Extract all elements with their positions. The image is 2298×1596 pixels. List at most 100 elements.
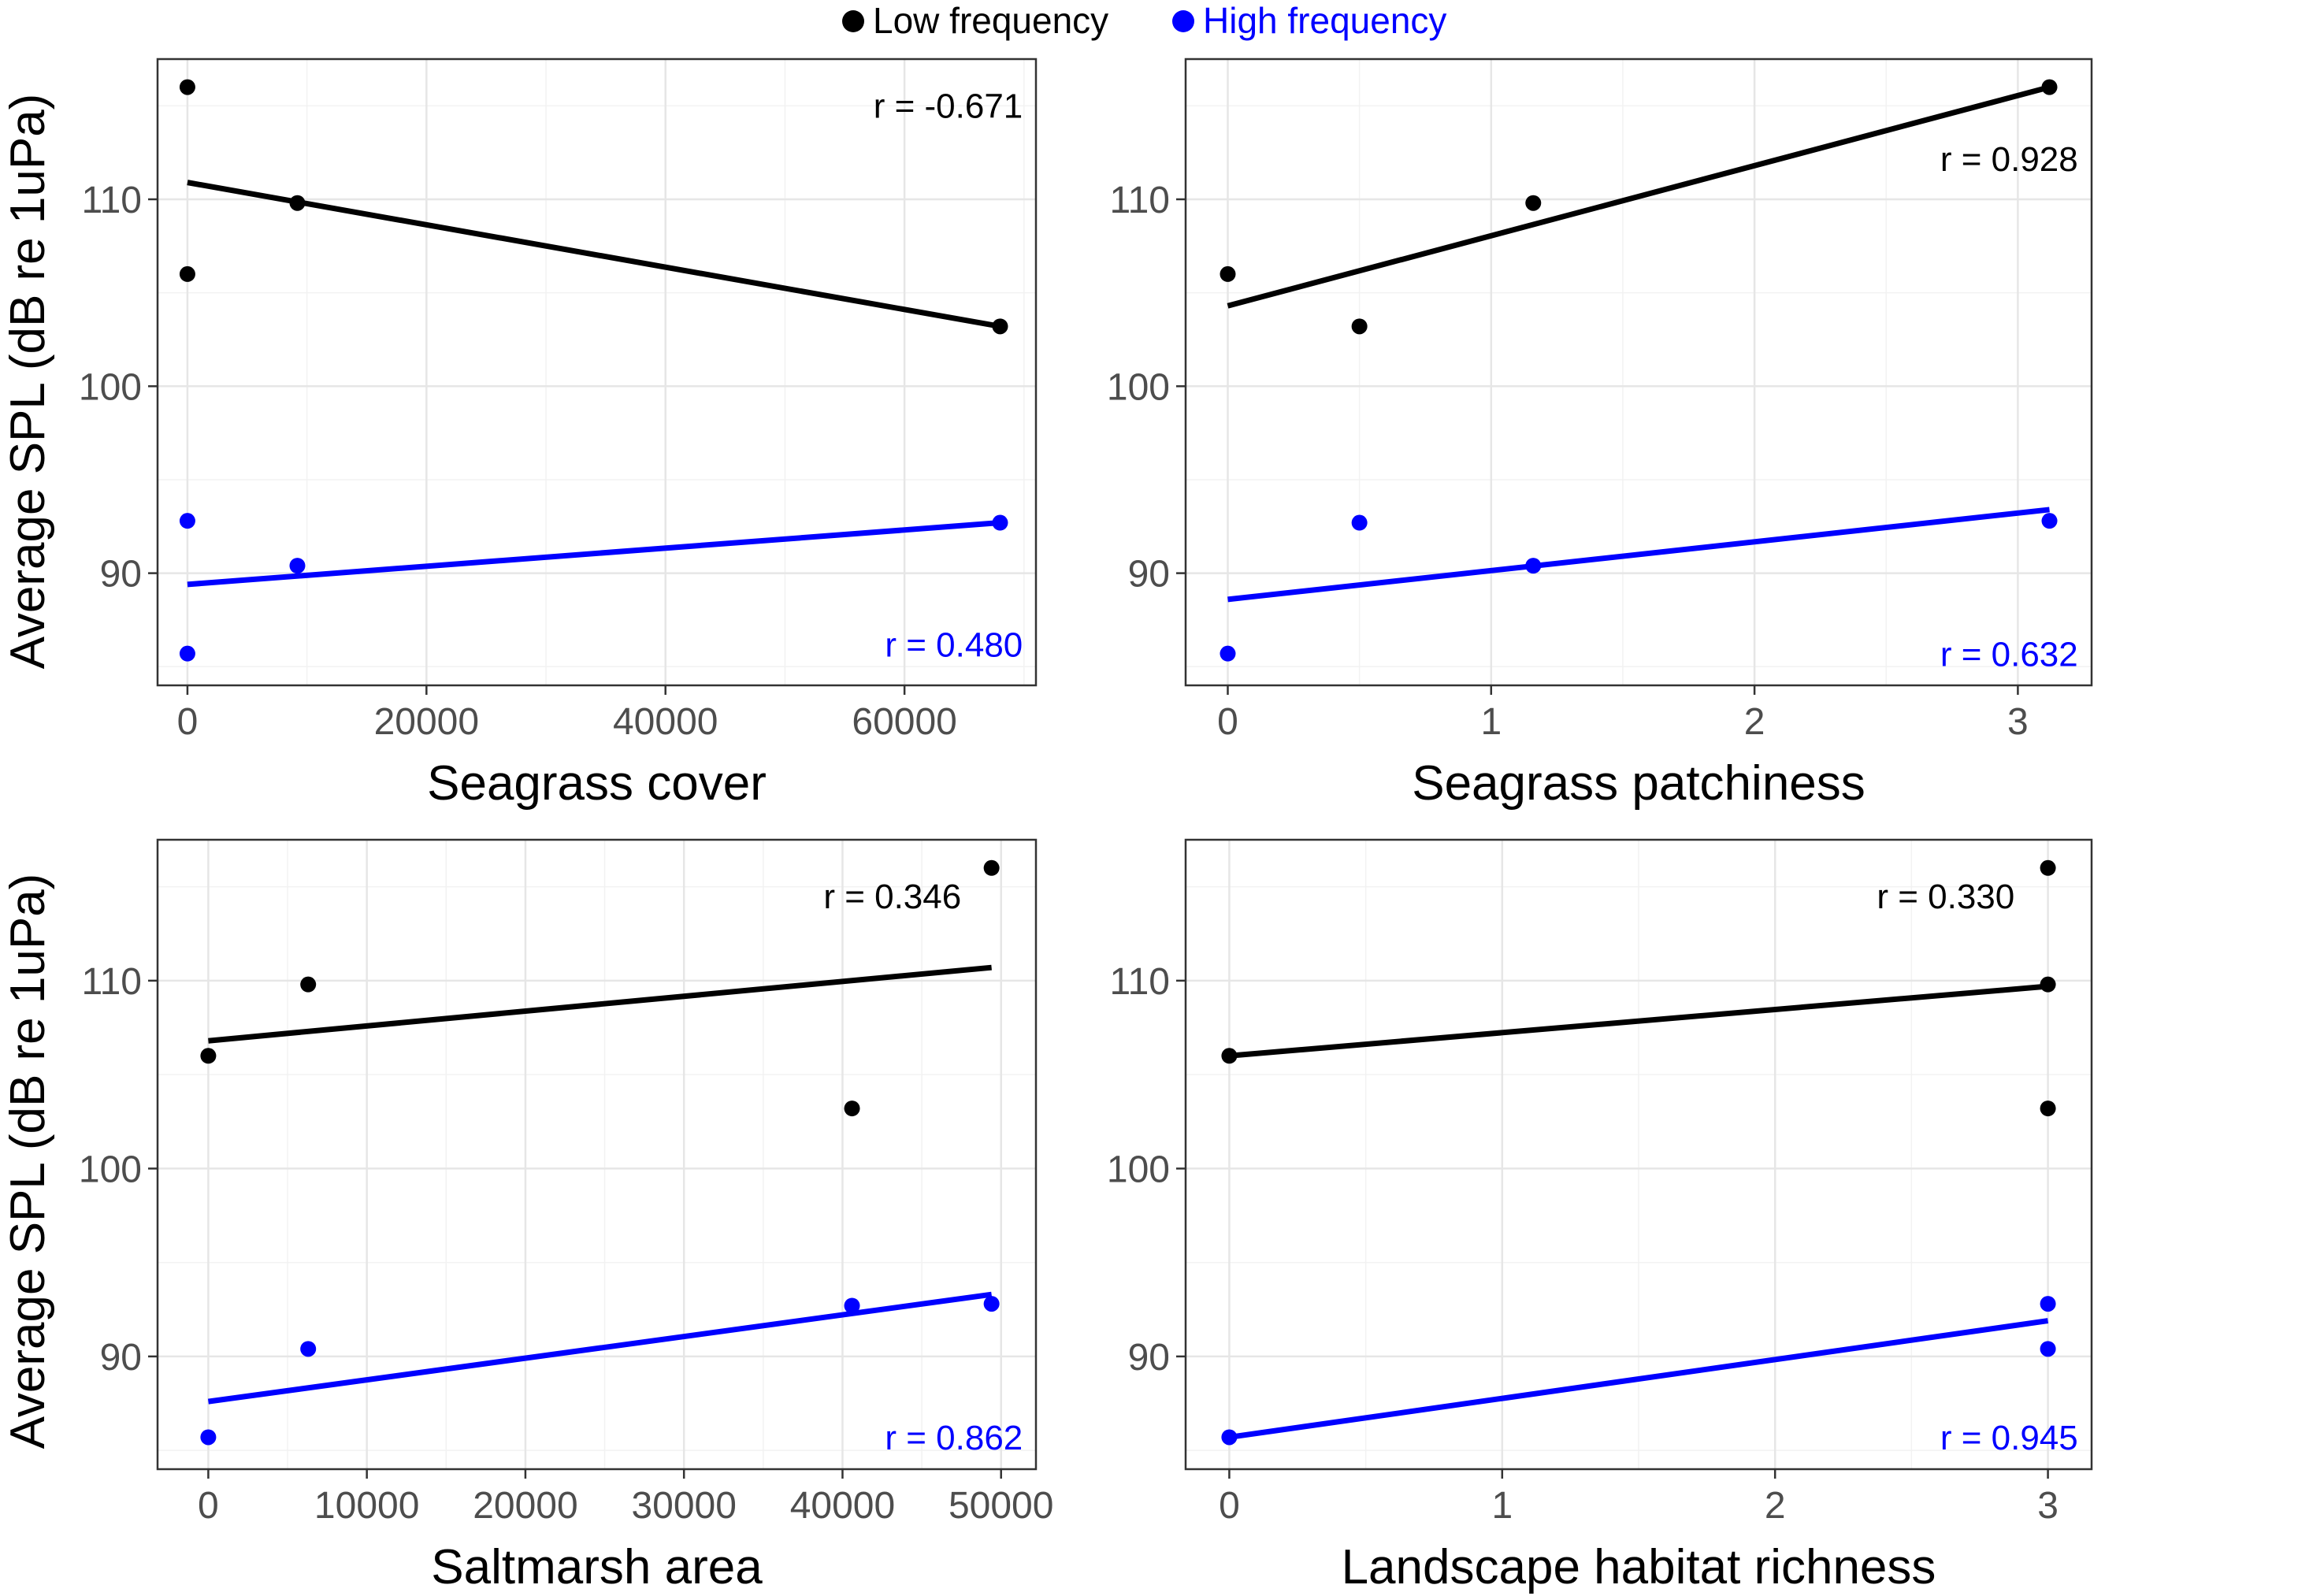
grid <box>1186 840 2092 1469</box>
y-tick-label: 100 <box>79 366 142 408</box>
point-high-frequency <box>844 1297 860 1314</box>
point-low-frequency <box>983 859 1000 876</box>
point-low-frequency <box>1351 318 1368 335</box>
x-axis-title: Saltmarsh area <box>431 1540 763 1594</box>
point-low-frequency <box>2040 859 2056 876</box>
x-tick-label: 1 <box>1480 701 1502 743</box>
y-tick-label: 100 <box>79 1149 142 1190</box>
y-tick-label: 90 <box>100 554 142 596</box>
y-tick-label: 90 <box>1128 554 1170 596</box>
fit-line-low-frequency <box>208 964 992 1044</box>
x-axis-title: Seagrass patchiness <box>1412 756 1866 811</box>
point-low-frequency <box>992 318 1008 335</box>
data-layer <box>1221 859 2056 1446</box>
x-tick-label: 2 <box>1744 701 1765 743</box>
panel-border <box>1184 838 2093 1471</box>
x-tick-label: 40000 <box>613 701 718 743</box>
legend-label-low-frequency: Low frequency <box>873 0 1108 41</box>
point-high-frequency <box>1351 514 1368 531</box>
y-tick-label: 110 <box>81 961 142 1003</box>
point-low-frequency <box>200 1048 217 1064</box>
x-tick-label: 0 <box>1219 1485 1240 1527</box>
data-layer <box>200 859 1000 1446</box>
x-tick-label: 10000 <box>314 1485 419 1527</box>
fit-line-high-frequency <box>1227 507 2050 603</box>
grid <box>1186 59 2092 685</box>
point-high-frequency <box>1525 558 1542 574</box>
x-tick-label: 1 <box>1491 1485 1513 1527</box>
r-label-high-frequency: r = 0.480 <box>885 625 1023 664</box>
x-axis-title: Seagrass cover <box>427 756 767 811</box>
panel-2: 90 100 110 0 1 2 3 Seagrass patchiness r = 0.928… <box>1107 58 2093 811</box>
point-high-frequency <box>983 1296 1000 1312</box>
x-tick-label: 0 <box>177 701 199 743</box>
x-tick-label: 2 <box>1765 1485 1786 1527</box>
point-high-frequency <box>289 558 306 574</box>
point-high-frequency <box>179 645 195 662</box>
point-high-frequency <box>2041 513 2058 529</box>
y-axis-title-top: Average SPL (dB re 1uPa) <box>1 94 55 670</box>
fit-line-low-frequency <box>1227 84 2051 309</box>
fit-line-low-frequency <box>187 180 1001 329</box>
data-layer <box>1220 79 2058 662</box>
point-low-frequency <box>289 195 306 211</box>
point-low-frequency <box>1525 195 1542 211</box>
point-low-frequency <box>300 976 317 993</box>
x-tick-label: 3 <box>2037 1485 2059 1527</box>
x-tick-label: 0 <box>1217 701 1238 743</box>
legend: Low frequency High frequency <box>842 0 1446 41</box>
r-label-low-frequency: r = 0.330 <box>1877 878 2014 916</box>
point-low-frequency <box>2040 976 2056 993</box>
point-high-frequency <box>179 513 195 529</box>
x-tick-label: 40000 <box>790 1485 895 1527</box>
y-tick-label: 90 <box>1128 1337 1170 1379</box>
y-tick-label: 110 <box>81 180 142 221</box>
point-high-frequency <box>2040 1296 2056 1312</box>
x-tick-label: 30000 <box>631 1485 736 1527</box>
x-tick-label: 0 <box>198 1485 219 1527</box>
grid <box>158 840 1036 1469</box>
y-axis-title-bottom: Average SPL (dB re 1uPa) <box>1 874 55 1449</box>
y-tick-label: 90 <box>100 1337 142 1379</box>
point-high-frequency <box>300 1341 317 1357</box>
point-low-frequency <box>2041 79 2058 95</box>
legend-marker-high-frequency <box>1172 10 1194 32</box>
point-high-frequency <box>1221 1429 1238 1446</box>
data-layer <box>179 79 1008 662</box>
r-label-high-frequency: r = 0.862 <box>885 1419 1023 1457</box>
panel-border <box>156 58 1038 687</box>
point-low-frequency <box>1221 1048 1238 1064</box>
point-high-frequency <box>200 1429 217 1446</box>
panel-1: 90 100 110 0 20000 40000 60000 Seagrass cover r … <box>79 58 1038 811</box>
legend-label-high-frequency: High frequency <box>1203 0 1446 41</box>
y-tick-label: 110 <box>1109 180 1170 221</box>
panel-3: 90 100 110 0 10000 20000 30000 40000 50000 Saltma… <box>79 838 1053 1594</box>
x-axis-title: Landscape habitat richness <box>1342 1540 1936 1594</box>
panel-border <box>1184 58 2093 687</box>
r-label-low-frequency: r = 0.928 <box>1940 140 2078 179</box>
fit-line-high-frequency <box>207 1291 993 1405</box>
point-low-frequency <box>2040 1100 2056 1117</box>
x-tick-label: 3 <box>2007 701 2029 743</box>
panel-border <box>156 838 1038 1471</box>
point-low-frequency <box>179 79 195 95</box>
point-low-frequency <box>1220 265 1236 282</box>
y-tick-label: 110 <box>1109 961 1170 1003</box>
fit-line-low-frequency <box>1229 983 2048 1059</box>
legend-marker-low-frequency <box>842 10 864 32</box>
r-label-low-frequency: r = 0.346 <box>823 878 961 916</box>
r-label-high-frequency: r = 0.945 <box>1940 1419 2078 1457</box>
y-tick-label: 100 <box>1107 1149 1170 1190</box>
fit-line-high-frequency <box>1228 1318 2049 1440</box>
y-tick-label: 100 <box>1107 366 1170 408</box>
point-low-frequency <box>179 265 195 282</box>
r-label-high-frequency: r = 0.632 <box>1940 635 2078 674</box>
point-low-frequency <box>844 1100 860 1117</box>
x-tick-label: 20000 <box>473 1485 577 1527</box>
r-label-low-frequency: r = -0.671 <box>874 87 1023 126</box>
x-tick-label: 60000 <box>852 701 956 743</box>
x-tick-label: 20000 <box>374 701 479 743</box>
